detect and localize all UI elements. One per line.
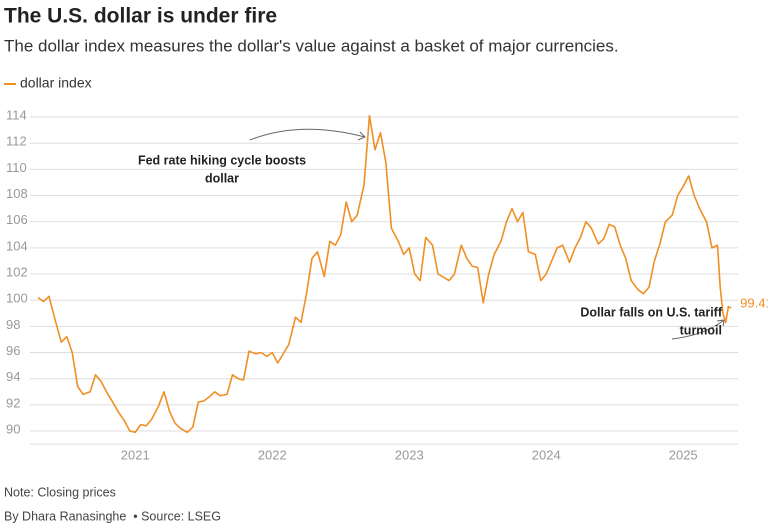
y-tick-label: 94 bbox=[6, 369, 20, 384]
annotation: Fed rate hiking cycle boosts bbox=[138, 153, 306, 167]
y-tick-label: 104 bbox=[6, 238, 28, 253]
x-tick-label: 2023 bbox=[395, 447, 424, 462]
note: Note: Closing prices bbox=[4, 485, 116, 499]
chart-subtitle: The dollar index measures the dollar's v… bbox=[4, 36, 619, 55]
y-tick-label: 106 bbox=[6, 212, 28, 227]
x-tick-label: 2021 bbox=[121, 447, 150, 462]
annotation: turmoil bbox=[680, 323, 722, 337]
chart-title: The U.S. dollar is under fire bbox=[4, 5, 277, 28]
annotation: Dollar falls on U.S. tariff bbox=[580, 305, 723, 319]
x-tick-label: 2025 bbox=[669, 447, 698, 462]
y-tick-label: 114 bbox=[6, 107, 27, 122]
x-tick-label: 2022 bbox=[258, 447, 287, 462]
annotation: dollar bbox=[205, 171, 239, 185]
data-line bbox=[37, 114, 732, 434]
y-tick-label: 90 bbox=[6, 421, 20, 436]
end-value-label: 99.41 bbox=[740, 295, 768, 310]
y-tick-label: 102 bbox=[6, 264, 28, 279]
annotation-arrow bbox=[671, 319, 725, 340]
y-tick-label: 112 bbox=[6, 134, 27, 149]
byline: By Dhara Ranasinghe • Source: LSEG bbox=[4, 509, 221, 523]
y-tick-label: 100 bbox=[6, 291, 28, 306]
x-tick-label: 2024 bbox=[532, 447, 561, 462]
y-tick-label: 110 bbox=[6, 160, 27, 175]
annotation-arrowhead bbox=[716, 319, 725, 328]
annotation-arrow bbox=[249, 128, 366, 141]
y-tick-label: 96 bbox=[6, 343, 20, 358]
y-tick-label: 92 bbox=[6, 395, 20, 410]
y-tick-label: 98 bbox=[6, 317, 20, 332]
annotation-arrowhead bbox=[357, 131, 366, 141]
legend-label: dollar index bbox=[20, 75, 92, 91]
y-tick-label: 108 bbox=[6, 186, 28, 201]
